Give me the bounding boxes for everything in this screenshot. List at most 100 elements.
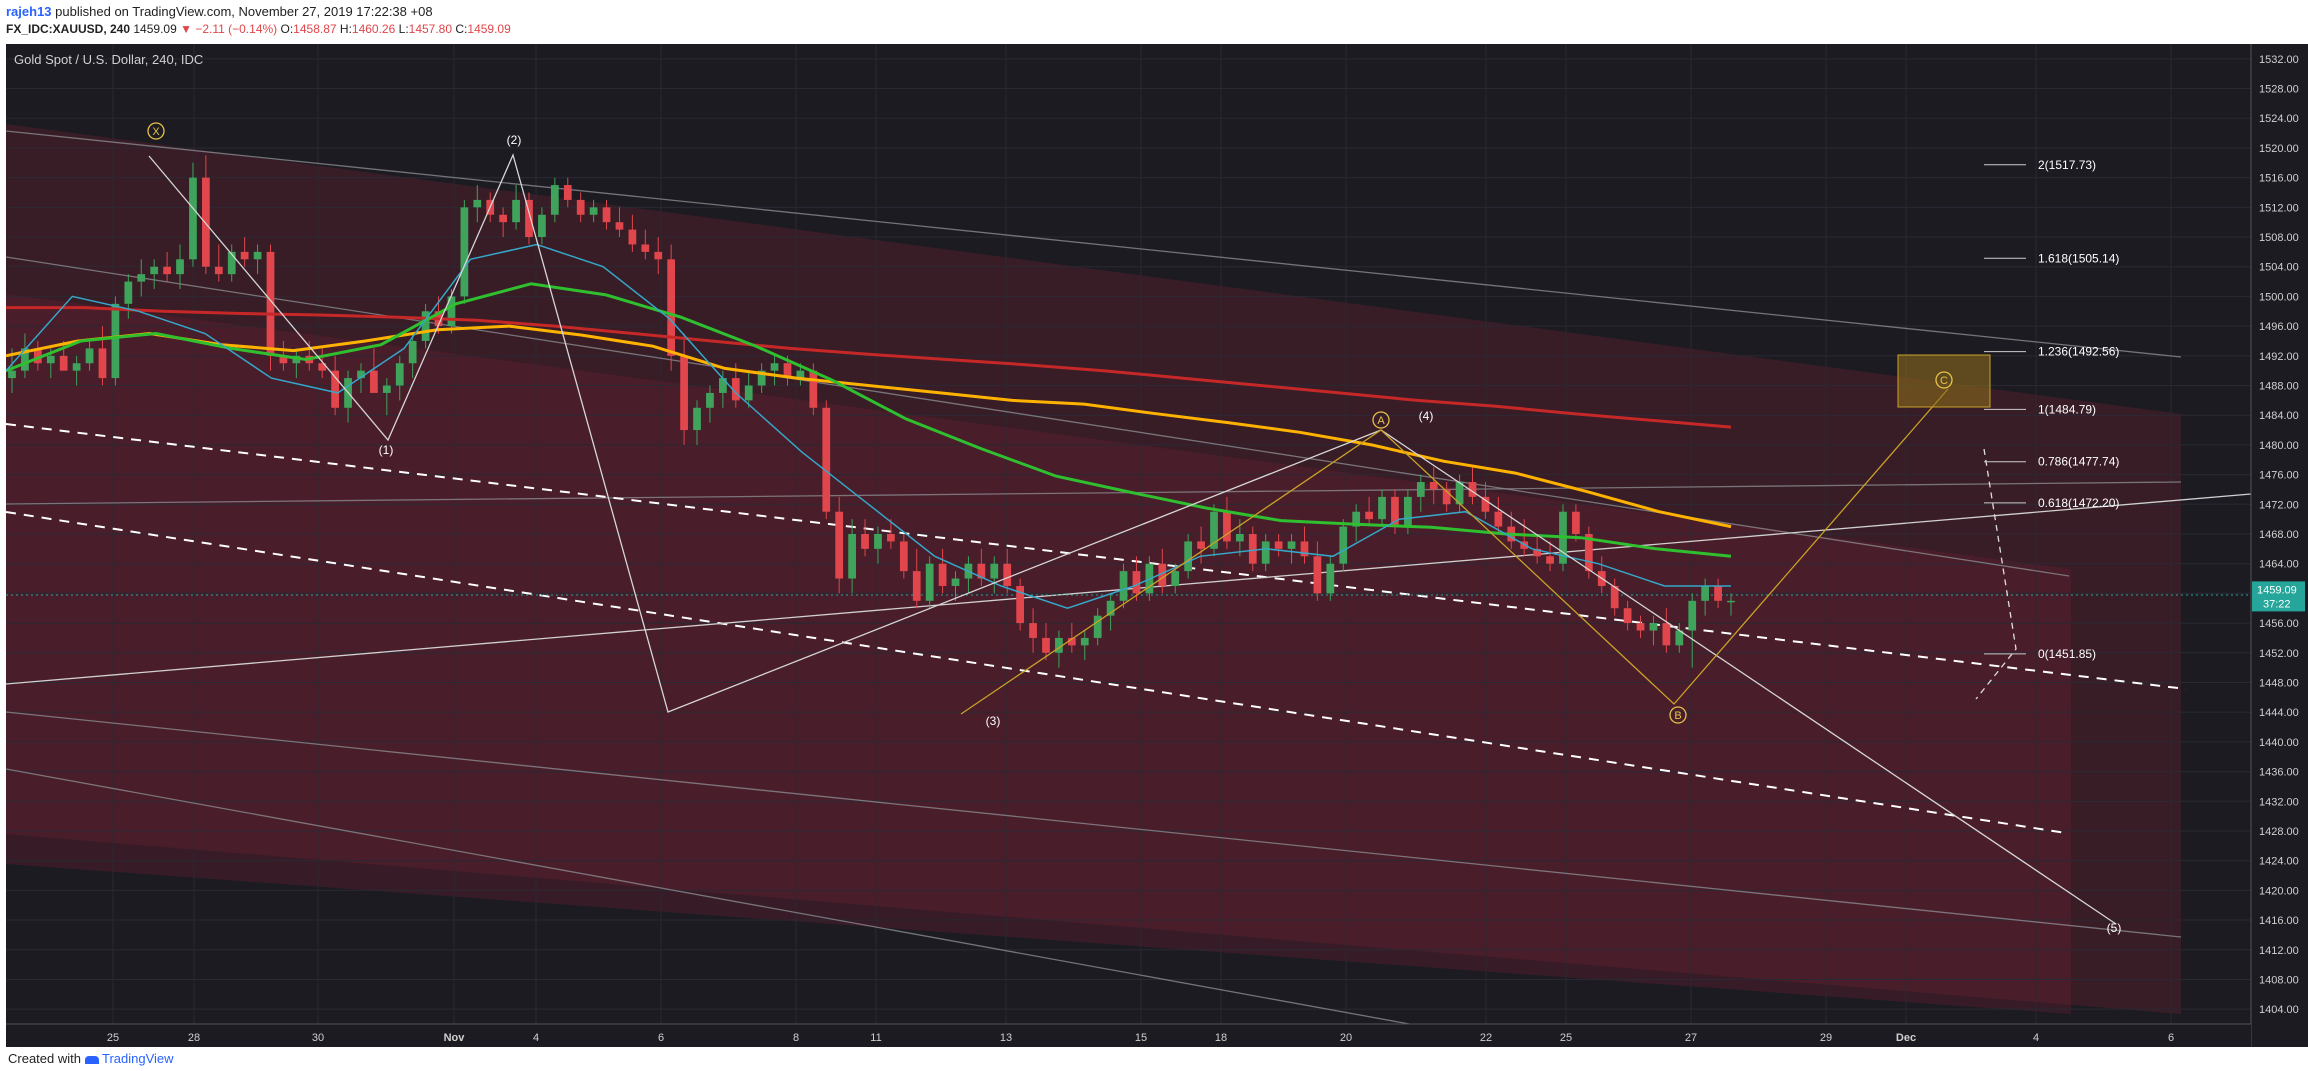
wave-label: (5) [2107, 921, 2122, 935]
abc-wave-path [960, 388, 1949, 715]
x-tick-label: 15 [1135, 1032, 1147, 1044]
candle-body [1727, 600, 1735, 603]
fib-level-label: 0.618(1472.20) [2038, 496, 2119, 510]
y-tick-label: 1408.00 [2259, 974, 2299, 986]
x-tick-label: 25 [1560, 1032, 1572, 1044]
y-tick-label: 1496.00 [2259, 321, 2299, 333]
candle-body [1313, 556, 1322, 594]
candle-body [938, 563, 947, 586]
y-tick-label: 1424.00 [2259, 856, 2299, 868]
x-tick-label: 22 [1480, 1032, 1492, 1044]
candle-body [214, 266, 223, 275]
candle-body [33, 348, 42, 364]
y-tick-label: 1512.00 [2259, 202, 2299, 214]
y-tick-label: 1532.00 [2259, 54, 2299, 66]
candle-body [1623, 608, 1632, 624]
wave-label: X [152, 126, 160, 138]
candle-body [279, 355, 288, 364]
x-tick-label: 29 [1820, 1032, 1832, 1044]
price-chart[interactable]: 2(1517.73) 1.618(1505.14) 1.236(1492.56) 1(… [6, 44, 2308, 1047]
target-zone [1897, 354, 1991, 408]
candle-body [1080, 637, 1089, 646]
projection-path [1975, 448, 2017, 700]
y-tick-label: 1524.00 [2259, 113, 2299, 125]
candle-body [395, 363, 404, 386]
candle-body [1468, 482, 1477, 497]
channel-line [6, 256, 2070, 577]
x-tick-label: Dec [1896, 1032, 1916, 1044]
candle-body [576, 199, 585, 215]
y-tick-label: 1468.00 [2259, 529, 2299, 541]
fib-level-label: 1.236(1492.56) [2038, 345, 2119, 359]
candle-body [1171, 571, 1180, 586]
wave-label: (2) [507, 133, 522, 147]
candle-body [357, 370, 365, 379]
candle-body [835, 511, 844, 579]
candle-body [706, 392, 714, 408]
candle-body [796, 370, 805, 379]
candle-body [1119, 571, 1128, 601]
publish-info: published on TradingView.com, November 2… [55, 4, 433, 19]
footer-brand[interactable]: TradingView [102, 1051, 174, 1066]
candle-body [693, 407, 701, 431]
candle-body [1662, 623, 1671, 646]
candle-body [563, 185, 572, 200]
candle-body [1533, 548, 1542, 557]
y-tick-label: 1500.00 [2259, 291, 2299, 303]
candle-body [757, 370, 766, 386]
low-value: 1457.80 [408, 22, 453, 36]
candle-body [253, 251, 262, 260]
x-tick-label: 11 [870, 1032, 881, 1044]
candle-body [59, 355, 68, 371]
candle-body [163, 266, 171, 275]
candle-body [150, 266, 159, 275]
y-tick-label: 1516.00 [2259, 173, 2299, 185]
candle-body [227, 251, 236, 275]
channel-line [6, 711, 2182, 938]
tradingview-logo-icon [84, 1055, 99, 1064]
y-tick-label: 1432.00 [2259, 796, 2299, 808]
x-tick-label: Nov [444, 1032, 466, 1044]
candle-body [1546, 556, 1554, 564]
candle-body [1274, 541, 1283, 549]
low-label: L: [398, 22, 409, 36]
candle-body [667, 259, 676, 356]
candle-body [718, 378, 727, 393]
moving-average-line [6, 306, 1732, 429]
candle-body [1197, 541, 1205, 549]
candle-body [990, 563, 999, 579]
publish-header: rajeh13 published on TradingView.com, No… [0, 0, 2308, 44]
publisher-username[interactable]: rajeh13 [6, 4, 52, 19]
candle-body [189, 177, 197, 260]
fib-level-label: 0.786(1477.74) [2038, 455, 2119, 469]
candle-body [1352, 511, 1361, 527]
candle-body [602, 207, 611, 223]
candle-body [1210, 511, 1218, 549]
candle-body [1235, 534, 1244, 542]
moving-average-line [6, 243, 1731, 609]
chart-title: Gold Spot / U.S. Dollar, 240, IDC [14, 52, 203, 67]
y-tick-label: 1472.00 [2259, 499, 2299, 511]
dashed-trendline [6, 423, 2187, 690]
chart-area[interactable]: 2(1517.73) 1.618(1505.14) 1.236(1492.56) 1(… [6, 44, 2308, 1047]
y-tick-label: 1412.00 [2259, 945, 2299, 957]
candle-body [1042, 637, 1050, 653]
candle-body [1158, 563, 1167, 586]
wave-label-circle [1935, 371, 1953, 389]
candle-body [1067, 637, 1076, 646]
y-tick-label: 1448.00 [2259, 677, 2299, 689]
candle-body [1455, 482, 1464, 505]
candle-body [331, 370, 339, 408]
candle-body [85, 348, 94, 364]
price-badge-countdown: 37:22 [2263, 598, 2291, 610]
candle-body [1610, 585, 1619, 609]
candle-body [1404, 496, 1412, 527]
candle-body [887, 534, 895, 542]
candle-body [1132, 571, 1141, 594]
y-axis-panel [2251, 44, 2308, 1047]
candle-body [111, 303, 120, 379]
candle-body [1649, 623, 1658, 631]
candle-body [266, 251, 275, 356]
x-tick-label: 27 [1685, 1032, 1697, 1044]
y-tick-label: 1452.00 [2259, 648, 2299, 660]
